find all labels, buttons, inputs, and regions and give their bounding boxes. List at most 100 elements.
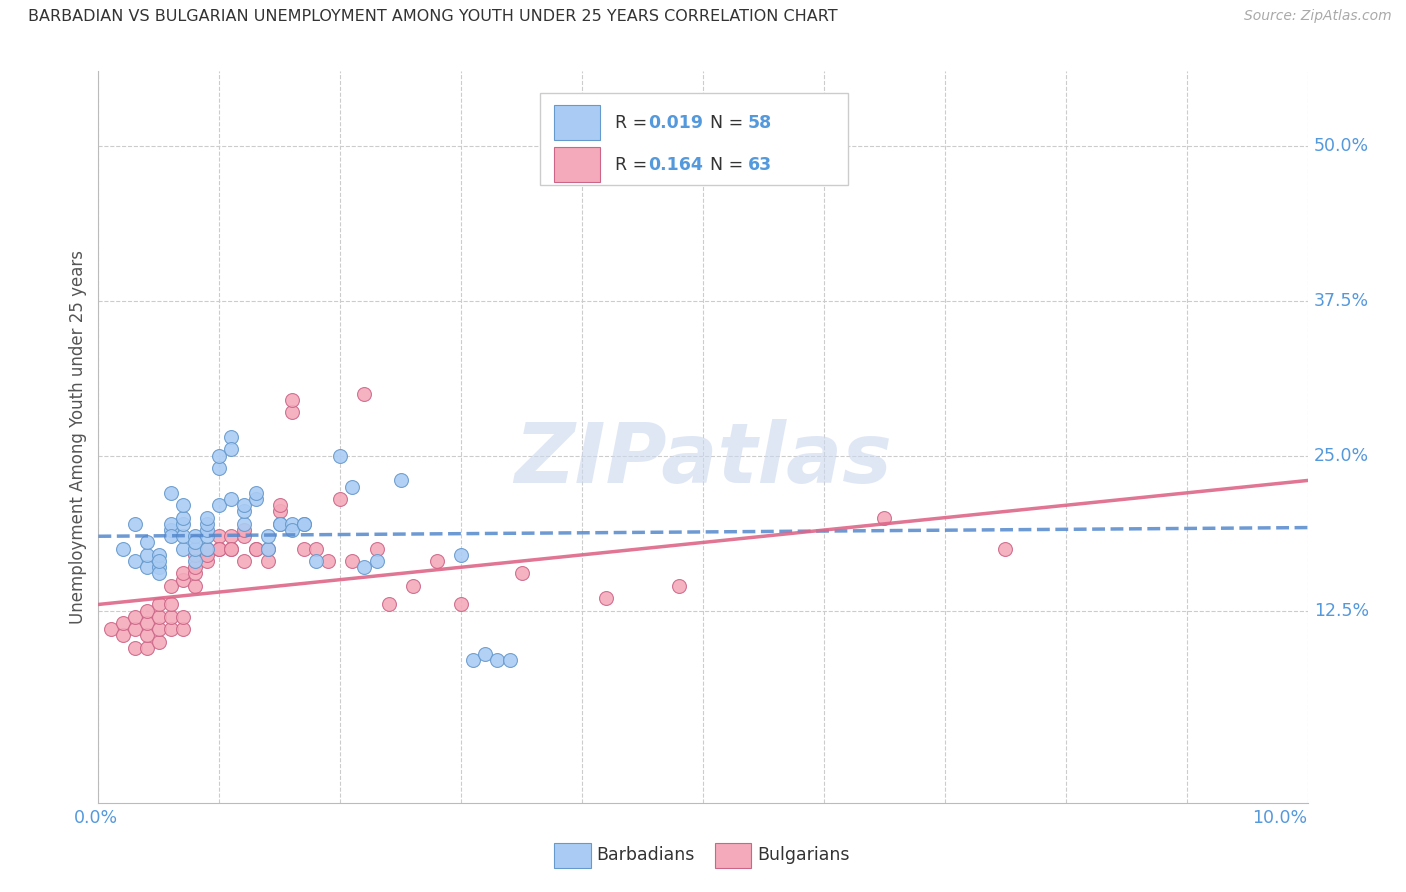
Point (160, 486, 183, 500)
Point (148, 610, 170, 624)
Point (221, 529, 243, 543)
Point (135, 548, 157, 562)
Point (195, 541, 218, 556)
Point (366, 541, 388, 556)
Point (256, 541, 278, 556)
Text: ZIPatlas: ZIPatlas (515, 418, 891, 500)
Point (256, 541, 278, 556)
Point (221, 541, 243, 556)
Point (184, 535, 207, 549)
Point (135, 535, 157, 549)
Point (256, 529, 278, 543)
Point (100, 622, 122, 636)
Point (221, 430, 243, 444)
Point (668, 579, 690, 593)
Point (281, 405, 304, 419)
Point (292, 516, 315, 531)
Point (172, 622, 194, 636)
Point (160, 529, 183, 543)
Point (160, 579, 183, 593)
Point (402, 579, 425, 593)
Point (994, 541, 1017, 556)
Point (172, 516, 194, 531)
Point (172, 573, 194, 587)
Point (498, 653, 520, 667)
Point (353, 386, 375, 401)
Point (124, 610, 146, 624)
Text: 63: 63 (748, 155, 772, 174)
FancyBboxPatch shape (554, 147, 600, 182)
Point (111, 541, 134, 556)
FancyBboxPatch shape (554, 843, 591, 868)
Point (232, 554, 254, 568)
Point (208, 529, 231, 543)
Point (135, 604, 157, 618)
Point (316, 554, 339, 568)
Point (474, 647, 496, 661)
Point (135, 640, 157, 655)
Point (389, 474, 412, 488)
Point (184, 579, 207, 593)
Point (232, 516, 254, 531)
Point (184, 566, 207, 581)
Point (281, 392, 304, 407)
Point (184, 554, 207, 568)
Point (366, 554, 388, 568)
Text: R =: R = (614, 155, 652, 174)
Point (752, 151, 775, 165)
Point (450, 598, 472, 612)
Point (172, 498, 194, 512)
Point (342, 480, 364, 494)
Y-axis label: Unemployment Among Youth under 25 years: Unemployment Among Youth under 25 years (69, 250, 87, 624)
Point (221, 541, 243, 556)
Point (292, 541, 315, 556)
Point (281, 523, 304, 537)
Point (245, 491, 267, 506)
Point (124, 554, 146, 568)
Point (172, 610, 194, 624)
Point (195, 554, 218, 568)
Text: 0.164: 0.164 (648, 155, 703, 174)
Text: Barbadians: Barbadians (596, 847, 695, 864)
Point (184, 529, 207, 543)
Point (305, 554, 328, 568)
Text: 25.0%: 25.0% (1313, 447, 1369, 465)
Point (450, 548, 472, 562)
Point (221, 442, 243, 457)
Point (172, 541, 194, 556)
FancyBboxPatch shape (540, 94, 848, 185)
Point (195, 529, 218, 543)
Point (208, 461, 231, 475)
FancyBboxPatch shape (716, 843, 751, 868)
Point (208, 498, 231, 512)
Point (232, 504, 254, 518)
Point (184, 560, 207, 574)
Point (873, 510, 896, 524)
Text: N =: N = (699, 113, 749, 131)
Point (160, 598, 183, 612)
Point (281, 516, 304, 531)
Point (148, 560, 170, 574)
Text: 10.0%: 10.0% (1253, 809, 1308, 827)
Point (160, 523, 183, 537)
Point (172, 510, 194, 524)
Point (148, 548, 170, 562)
Point (184, 548, 207, 562)
Point (160, 610, 183, 624)
Point (160, 622, 183, 636)
Point (353, 560, 375, 574)
Point (184, 541, 207, 556)
Point (135, 615, 157, 630)
Point (195, 510, 218, 524)
Point (256, 554, 278, 568)
Point (232, 498, 254, 512)
Point (232, 523, 254, 537)
Point (135, 560, 157, 574)
Point (111, 615, 134, 630)
Point (426, 554, 449, 568)
Text: N =: N = (699, 155, 749, 174)
Point (148, 598, 170, 612)
Point (463, 653, 485, 667)
Point (195, 523, 218, 537)
Point (208, 541, 231, 556)
